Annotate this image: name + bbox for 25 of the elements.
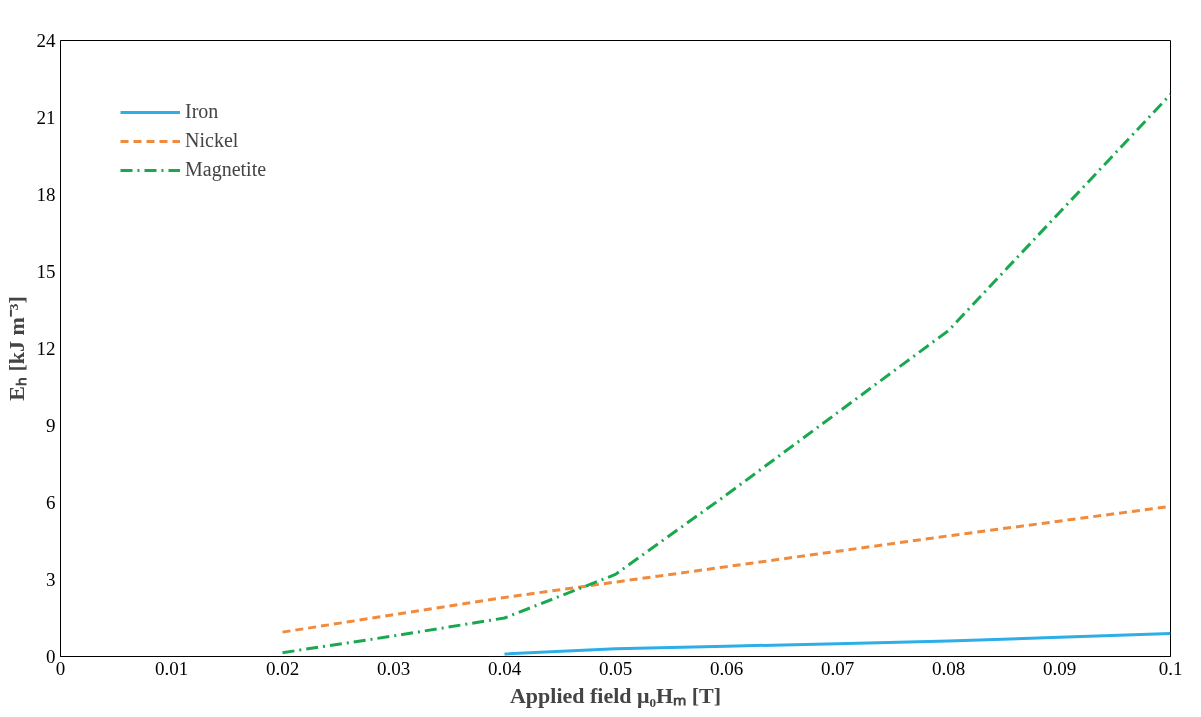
y-tick-label: 15 [36, 261, 56, 282]
legend-label: Magnetite [185, 158, 267, 181]
x-tick-label: 0.07 [820, 657, 855, 679]
legend-label: Nickel [185, 129, 239, 152]
y-tick-label: 24 [36, 30, 56, 51]
y-tick-label: 9 [46, 415, 56, 436]
line-series [503, 631, 1171, 656]
y-tick-label: 18 [36, 184, 56, 205]
x-tick-label: 0.04 [487, 657, 522, 679]
x-tick-label: 0.06 [709, 657, 744, 679]
y-tick-label: 21 [36, 107, 56, 128]
y-axis-title: Eₕ [kJ m⁻³] [3, 296, 29, 401]
x-tick-label: 0.03 [376, 657, 411, 679]
x-tick-label: 0.1 [1158, 657, 1183, 679]
x-tick-label: 0.09 [1042, 657, 1077, 679]
y-tick-label: 6 [46, 492, 56, 513]
x-tick-label: 0.01 [154, 657, 189, 679]
x-tick-label: 0.08 [931, 657, 966, 679]
x-tick-label: 0.02 [265, 657, 300, 679]
x-axis-title: Applied field μ₀Hₘ [T] [509, 682, 722, 708]
y-tick-label: 12 [36, 338, 56, 359]
line-series [281, 92, 1171, 655]
y-tick-label: 3 [46, 569, 56, 590]
x-tick-label: 0.05 [598, 657, 633, 679]
legend-label: Iron [185, 100, 219, 123]
